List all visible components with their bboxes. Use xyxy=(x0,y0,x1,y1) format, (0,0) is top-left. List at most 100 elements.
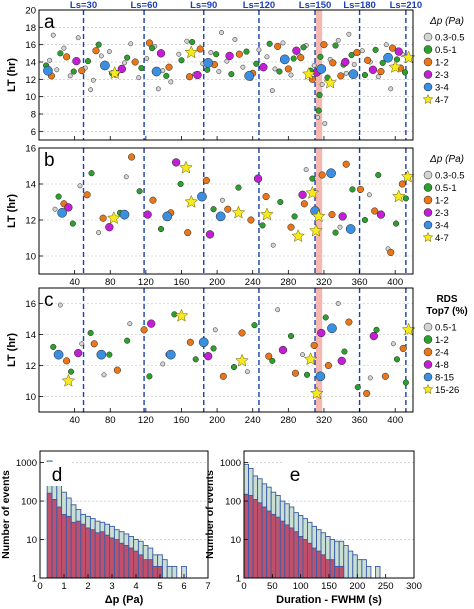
x-tick-label: 0 xyxy=(241,581,246,592)
bar-all xyxy=(171,565,178,579)
bar-subset xyxy=(89,529,96,579)
x-axis-label: Δp (Pa) xyxy=(105,594,144,606)
data-point-star xyxy=(235,353,249,367)
data-point xyxy=(315,371,326,382)
data-point-star xyxy=(311,209,326,223)
bar-all xyxy=(166,565,173,579)
data-point-star xyxy=(303,352,318,366)
bar-subset xyxy=(65,515,72,579)
data-point-star xyxy=(260,207,274,221)
data-point xyxy=(216,69,222,74)
data-point xyxy=(269,357,276,364)
data-point xyxy=(88,170,95,177)
bar-all xyxy=(161,559,168,579)
legend-title: RDS xyxy=(436,294,457,305)
data-point xyxy=(235,50,243,58)
data-point xyxy=(143,210,152,219)
ls-label: Ls=120 xyxy=(243,0,276,11)
data-point xyxy=(393,356,401,363)
data-point xyxy=(113,366,121,374)
bar-subset xyxy=(104,534,111,579)
data-point xyxy=(353,48,361,57)
data-point xyxy=(204,352,213,361)
data-point xyxy=(88,87,94,93)
data-point xyxy=(356,185,365,193)
data-point xyxy=(266,40,273,47)
data-point xyxy=(367,375,373,381)
data-point-star xyxy=(184,45,199,59)
data-point xyxy=(297,54,305,62)
data-point xyxy=(168,79,174,85)
x-tick-label: 300 xyxy=(406,581,422,592)
panel-letter-bg xyxy=(44,462,70,486)
panel-letter-bg xyxy=(282,462,308,486)
data-point xyxy=(178,57,185,64)
legend-label: 2-4 xyxy=(435,348,449,359)
data-point xyxy=(345,318,353,326)
data-point xyxy=(300,200,308,208)
panel-letter: b xyxy=(44,150,55,171)
data-point xyxy=(309,175,316,182)
data-point xyxy=(240,64,246,70)
x-tick-label: 280 xyxy=(280,415,296,426)
bar-subset xyxy=(266,510,272,579)
x-tick-label: 6 xyxy=(181,581,186,592)
data-point xyxy=(317,328,326,338)
y-axis-label: Number of events xyxy=(204,470,216,559)
data-point xyxy=(300,44,307,51)
legend-marker xyxy=(423,372,433,382)
panel-a: 6 8 10 12 14 16 18 20 LT (hr) a Δp (Pa) 0.3-0.50.5-… xyxy=(6,6,465,141)
data-point xyxy=(185,73,194,81)
y-tick-label: 16 xyxy=(25,299,36,310)
bar-subset xyxy=(243,493,249,579)
data-point xyxy=(393,56,401,63)
data-point xyxy=(259,222,266,229)
data-point xyxy=(284,65,292,73)
data-point xyxy=(101,372,107,378)
data-point-star xyxy=(305,185,320,199)
legend-marker xyxy=(423,347,433,357)
data-point xyxy=(57,50,64,57)
data-point xyxy=(359,48,365,54)
data-point xyxy=(256,47,262,53)
data-point xyxy=(383,52,393,63)
data-point xyxy=(279,54,290,65)
y-tick-label: 1 xyxy=(236,574,241,585)
data-point xyxy=(157,225,165,233)
data-point xyxy=(106,49,112,55)
data-point xyxy=(337,72,345,80)
plot-frame xyxy=(38,147,414,275)
data-point xyxy=(70,68,77,75)
data-point xyxy=(165,349,176,360)
data-point xyxy=(144,56,150,61)
bar-subset xyxy=(109,537,115,579)
data-point xyxy=(402,195,409,202)
legend-marker xyxy=(423,322,433,332)
legend: Δp (Pa) 0.3-0.50.5-1 1-22-3 3-44-7 xyxy=(422,154,465,244)
bar-subset xyxy=(270,513,277,579)
x-tick-label: 150 xyxy=(321,581,337,592)
legend-marker xyxy=(423,360,433,369)
x-tick-label: 160 xyxy=(174,277,190,288)
data-point xyxy=(165,63,173,71)
data-point-star xyxy=(61,373,76,387)
data-point xyxy=(98,53,104,59)
bar-subset xyxy=(257,502,263,579)
data-point xyxy=(342,160,350,168)
legend-marker xyxy=(423,183,433,192)
y-tick-label: 10 xyxy=(25,252,36,263)
data-point-star xyxy=(179,160,193,174)
data-point xyxy=(278,345,288,355)
data-point xyxy=(402,379,409,386)
y-tick-label: 16 xyxy=(25,144,36,155)
data-point xyxy=(123,174,129,180)
data-point xyxy=(270,242,276,248)
legend-marker xyxy=(423,82,433,92)
x-tick-label: 360 xyxy=(352,415,368,426)
data-point xyxy=(232,37,238,42)
data-point xyxy=(272,66,278,72)
bar-subset xyxy=(311,547,317,579)
x-tick-label: 280 xyxy=(280,277,296,288)
data-point xyxy=(55,193,62,200)
